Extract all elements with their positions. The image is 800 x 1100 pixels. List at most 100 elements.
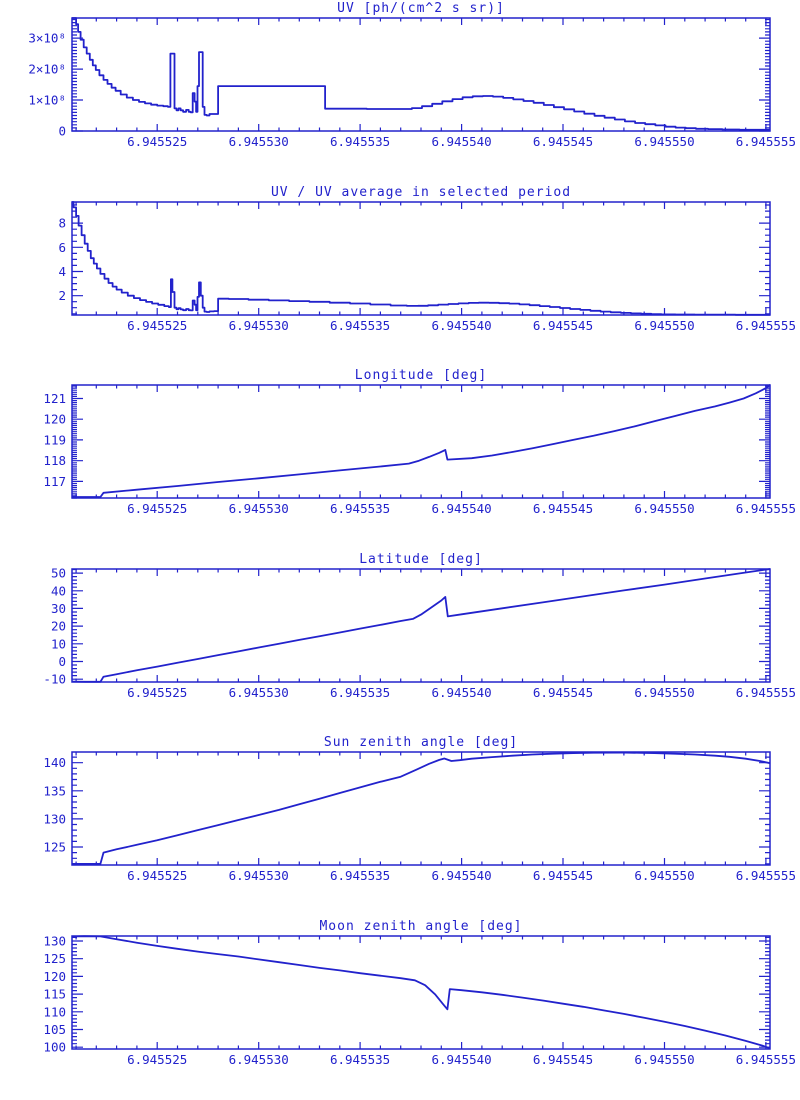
plot-sun-zenith-canvas: 6.945525 6.945530 6.945535 6.945540 6.945545… — [43, 751, 796, 883]
y-tick-label: 120 — [43, 412, 66, 427]
x-tick-label: 6.945525 — [127, 685, 187, 700]
x-tick-label: 6.945545 — [533, 1052, 593, 1067]
x-tick-label: 6.945545 — [533, 501, 593, 516]
x-tick-label: 6.945545 — [533, 868, 593, 883]
axis-ticks — [72, 935, 770, 1049]
plot-uv-canvas: 6.945525 6.945530 6.945535 6.945540 6.945545… — [28, 17, 796, 149]
y-tick-label: 0 — [58, 654, 66, 669]
x-tick-label: 6.945540 — [431, 1052, 491, 1067]
plot-latitude: Latitude [deg] 6.945525 6.945530 6.945535 6… — [0, 551, 800, 735]
axis-frame — [71, 568, 771, 683]
data-curve — [72, 17, 770, 131]
y-tick-label: 100 — [43, 1040, 66, 1055]
plot-sun-zenith-title: Sun zenith angle [deg] — [323, 735, 519, 751]
x-tick-label: 6.945555 — [736, 318, 796, 333]
data-curve — [72, 384, 770, 499]
x-tick-label: 6.945545 — [533, 685, 593, 700]
x-tick-label: 6.945535 — [330, 134, 390, 149]
x-tick-label: 6.945555 — [736, 868, 796, 883]
plot-longitude-canvas: 6.945525 6.945530 6.945535 6.945540 6.945545… — [43, 384, 796, 516]
plot-uv-title: UV [ph/(cm^2 s sr)] — [337, 1, 505, 16]
x-tick-label: 6.945555 — [736, 685, 796, 700]
y-tick-label: 40 — [51, 583, 66, 598]
x-tick-label: 6.945555 — [736, 134, 796, 149]
x-tick-label: 6.945540 — [431, 868, 491, 883]
x-tick-label: 6.945550 — [634, 685, 694, 700]
x-tick-label: 6.945550 — [634, 318, 694, 333]
y-tick-label: 2 — [58, 288, 66, 303]
x-tick-label: 6.945535 — [330, 685, 390, 700]
x-tick-label: 6.945525 — [127, 318, 187, 333]
plot-uv-ratio-title: UV / UV average in selected period — [270, 184, 572, 200]
x-tick-label: 6.945525 — [127, 868, 187, 883]
x-tick-label: 6.945530 — [229, 685, 289, 700]
plot-moon-zenith-title: Moon zenith angle [deg] — [319, 918, 523, 934]
x-tick-label: 6.945530 — [229, 868, 289, 883]
y-tick-label: 4 — [58, 264, 66, 279]
plot-latitude-canvas: 6.945525 6.945530 6.945535 6.945540 6.945545… — [43, 565, 796, 700]
y-tick-label: 115 — [43, 987, 66, 1002]
axis-ticks — [72, 18, 770, 132]
x-tick-label: 6.945535 — [330, 1052, 390, 1067]
y-tick-label: 20 — [51, 618, 66, 633]
y-tick-label: 119 — [43, 433, 66, 448]
x-tick-label: 6.945535 — [330, 501, 390, 516]
data-curve — [72, 567, 770, 683]
data-curve — [72, 752, 770, 866]
axis-ticks — [72, 752, 770, 866]
x-tick-label: 6.945550 — [634, 868, 694, 883]
x-tick-label: 6.945530 — [229, 134, 289, 149]
plot-sun-zenith: Sun zenith angle [deg] 6.945525 6.945530 6… — [0, 734, 800, 918]
plot-longitude-title: Longitude [deg] — [354, 368, 488, 384]
y-tick-label: 121 — [43, 391, 66, 406]
axis-ticks — [72, 201, 770, 315]
data-curve — [72, 935, 770, 1050]
y-tick-label: 2×10⁸ — [28, 62, 66, 77]
x-tick-label: 6.945530 — [229, 1052, 289, 1067]
y-tick-label: 117 — [43, 474, 66, 489]
plot-uv: UV [ph/(cm^2 s sr)] 6.945525 6.945530 6.94… — [0, 0, 800, 184]
plot-uv-ratio-canvas: 6.945525 6.945530 6.945535 6.945540 6.945545… — [58, 200, 796, 333]
x-tick-label: 6.945530 — [229, 318, 289, 333]
y-tick-label: 135 — [43, 784, 66, 799]
x-tick-label: 6.945550 — [634, 134, 694, 149]
x-tick-label: 6.945525 — [127, 134, 187, 149]
y-tick-label: 125 — [43, 951, 66, 966]
plot-moon-zenith: Moon zenith angle [deg] 6.945525 6.945530… — [0, 918, 800, 1100]
axis-ticks — [72, 385, 770, 499]
y-tick-label: 130 — [43, 812, 66, 827]
x-tick-label: 6.945525 — [127, 501, 187, 516]
y-tick-label: 1×10⁸ — [28, 93, 66, 108]
plot-moon-zenith-canvas: 6.945525 6.945530 6.945535 6.945540 6.945545… — [43, 933, 796, 1067]
y-tick-label: 130 — [43, 933, 66, 948]
x-tick-label: 6.945530 — [229, 501, 289, 516]
plot-uv-ratio: UV / UV average in selected period 6.945… — [0, 184, 800, 368]
x-tick-label: 6.945545 — [533, 318, 593, 333]
x-tick-label: 6.945555 — [736, 1052, 796, 1067]
x-tick-label: 6.945550 — [634, 1052, 694, 1067]
x-tick-label: 6.945550 — [634, 501, 694, 516]
y-tick-label: 140 — [43, 756, 66, 771]
x-tick-label: 6.945535 — [330, 868, 390, 883]
plot-latitude-title: Latitude [deg] — [359, 551, 483, 567]
axis-frame — [71, 935, 771, 1050]
x-tick-label: 6.945555 — [736, 501, 796, 516]
y-tick-label: 110 — [43, 1004, 66, 1019]
x-tick-label: 6.945545 — [533, 134, 593, 149]
y-tick-label: -10 — [43, 671, 66, 686]
y-tick-label: 118 — [43, 453, 66, 468]
x-tick-label: 6.945540 — [431, 501, 491, 516]
y-tick-label: 50 — [51, 565, 66, 580]
x-tick-label: 6.945540 — [431, 134, 491, 149]
plot-longitude: Longitude [deg] 6.945525 6.945530 6.945535… — [0, 367, 800, 551]
y-tick-label: 30 — [51, 601, 66, 616]
x-tick-label: 6.945535 — [330, 318, 390, 333]
axis-frame — [71, 751, 771, 867]
y-tick-label: 125 — [43, 840, 66, 855]
x-tick-label: 6.945540 — [431, 318, 491, 333]
y-tick-label: 3×10⁸ — [28, 31, 66, 46]
x-tick-label: 6.945540 — [431, 685, 491, 700]
data-curve — [72, 200, 770, 316]
axis-frame — [71, 200, 771, 316]
axis-ticks — [72, 568, 770, 682]
